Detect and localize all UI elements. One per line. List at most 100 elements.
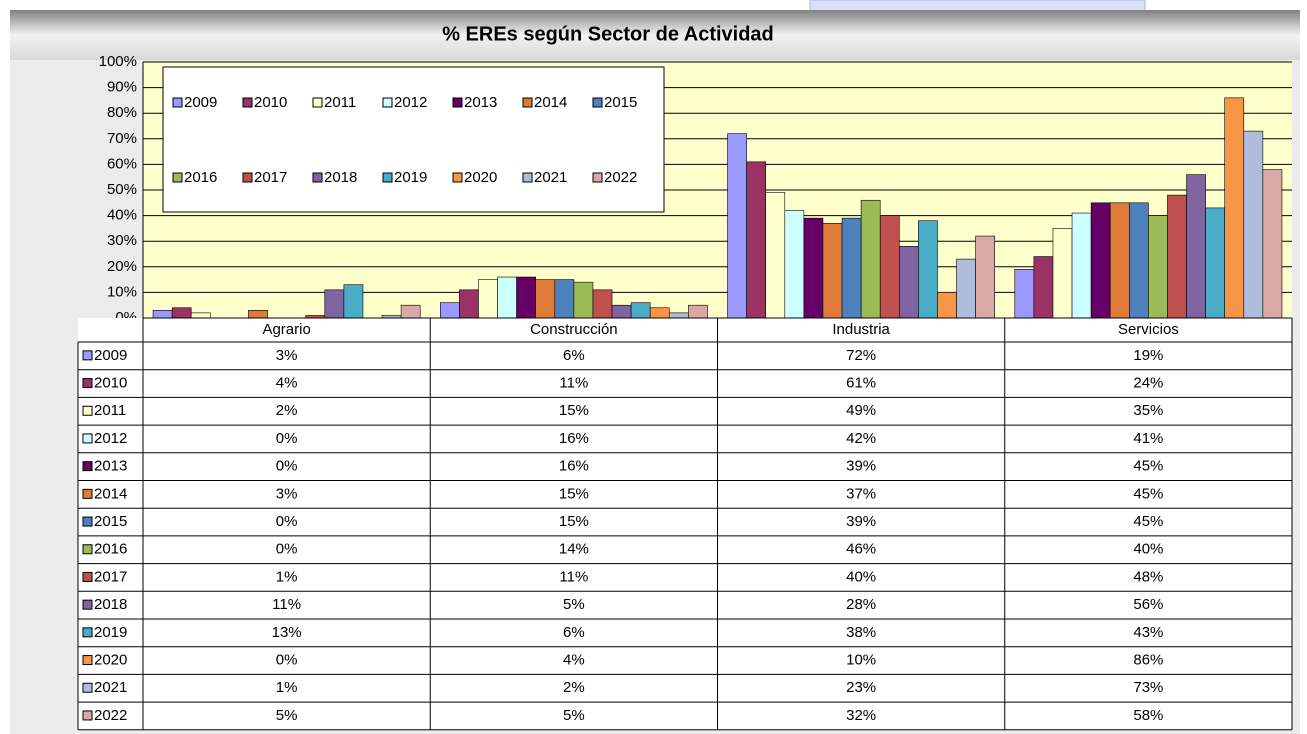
bar bbox=[343, 284, 364, 319]
bar bbox=[152, 310, 173, 319]
table-row-label: 2016 bbox=[94, 541, 127, 558]
bar bbox=[400, 304, 421, 319]
header-band bbox=[10, 10, 1300, 60]
bar bbox=[649, 307, 670, 319]
x-tick-label: Agrario bbox=[262, 321, 310, 338]
bar bbox=[841, 217, 862, 319]
x-tick-label: Construcción bbox=[530, 321, 618, 338]
bar bbox=[592, 289, 613, 319]
table-swatch bbox=[82, 433, 93, 444]
bar bbox=[1052, 228, 1073, 319]
table-swatch bbox=[82, 655, 93, 666]
legend-label: 2018 bbox=[324, 169, 357, 186]
bar bbox=[497, 276, 517, 319]
bar bbox=[668, 312, 689, 319]
bar bbox=[1167, 194, 1187, 319]
bar bbox=[554, 279, 575, 319]
table-cell: 58% bbox=[1133, 707, 1163, 724]
table-cell: 61% bbox=[846, 375, 876, 392]
table-cell: 37% bbox=[846, 485, 876, 502]
table-cell: 15% bbox=[559, 402, 589, 419]
table-cell: 19% bbox=[1133, 347, 1163, 364]
table-cell: 11% bbox=[272, 596, 301, 613]
y-tick-label: 30% bbox=[107, 232, 137, 249]
bar bbox=[1071, 212, 1092, 319]
bar bbox=[918, 220, 938, 319]
table-row-label: 2021 bbox=[94, 679, 127, 696]
bar bbox=[1186, 174, 1206, 319]
table-cell: 46% bbox=[846, 541, 876, 558]
table-cell: 10% bbox=[846, 652, 876, 669]
legend-label: 2012 bbox=[394, 94, 427, 111]
y-tick-label: 20% bbox=[107, 258, 137, 275]
table-cell: 73% bbox=[1133, 679, 1163, 696]
table-cell: 6% bbox=[563, 624, 585, 641]
bar bbox=[516, 276, 537, 319]
legend-swatch bbox=[312, 172, 323, 183]
bar bbox=[171, 307, 192, 319]
legend-label: 2009 bbox=[184, 94, 217, 111]
table-cell: 3% bbox=[276, 485, 298, 502]
bar bbox=[630, 302, 651, 319]
legend-label: 2013 bbox=[464, 94, 497, 111]
table-row-label: 2011 bbox=[94, 402, 126, 419]
bar bbox=[478, 279, 498, 319]
legend-label: 2014 bbox=[534, 94, 567, 111]
table-cell: 0% bbox=[276, 513, 298, 530]
table-row-label: 2018 bbox=[94, 596, 127, 613]
table-cell: 45% bbox=[1133, 485, 1163, 502]
table-cell: 5% bbox=[563, 596, 585, 613]
y-tick-label: 90% bbox=[107, 79, 137, 96]
table-cell: 45% bbox=[1133, 458, 1163, 475]
legend-label: 2011 bbox=[324, 94, 356, 111]
bar bbox=[324, 289, 345, 319]
table-cell: 13% bbox=[272, 624, 302, 641]
table-swatch bbox=[82, 682, 93, 693]
bar bbox=[688, 304, 708, 319]
table-cell: 2% bbox=[563, 679, 585, 696]
bar bbox=[879, 215, 900, 319]
bar bbox=[1090, 202, 1111, 319]
table-row-label: 2022 bbox=[94, 707, 127, 724]
bar bbox=[190, 312, 211, 319]
table-cell: 56% bbox=[1133, 596, 1163, 613]
table-cell: 1% bbox=[276, 679, 298, 696]
bar bbox=[727, 133, 747, 319]
table-cell: 3% bbox=[276, 347, 298, 364]
legend-label: 2010 bbox=[254, 94, 287, 111]
table-cell: 43% bbox=[1133, 624, 1163, 641]
table-swatch bbox=[82, 488, 93, 499]
bar bbox=[248, 310, 268, 319]
x-tick-label: Industria bbox=[832, 321, 890, 338]
bar bbox=[1109, 202, 1130, 319]
x-tick-label: Servicios bbox=[1118, 321, 1179, 338]
legend-label: 2015 bbox=[604, 94, 637, 111]
bar bbox=[1243, 130, 1264, 319]
legend-swatch bbox=[242, 97, 253, 108]
bar bbox=[822, 222, 843, 319]
table-swatch bbox=[82, 405, 93, 416]
table-row-label: 2010 bbox=[94, 375, 127, 392]
table-cell: 28% bbox=[846, 596, 876, 613]
table-cell: 40% bbox=[1133, 541, 1163, 558]
table-cell: 11% bbox=[559, 375, 588, 392]
y-tick-label: 50% bbox=[107, 181, 137, 198]
table-cell: 11% bbox=[559, 568, 588, 585]
legend-swatch bbox=[522, 97, 533, 108]
table-swatch bbox=[82, 627, 93, 638]
table-row-label: 2013 bbox=[94, 458, 127, 475]
table-cell: 39% bbox=[846, 458, 876, 475]
legend-box bbox=[162, 66, 665, 213]
table-cell: 42% bbox=[846, 430, 876, 447]
table-cell: 72% bbox=[846, 347, 876, 364]
table-cell: 48% bbox=[1133, 568, 1163, 585]
legend-label: 2020 bbox=[464, 169, 497, 186]
y-tick-label: 70% bbox=[107, 130, 137, 147]
table-cell: 45% bbox=[1133, 513, 1163, 530]
table-swatch bbox=[82, 350, 93, 361]
table-cell: 0% bbox=[276, 541, 298, 558]
legend-swatch bbox=[452, 172, 463, 183]
legend-swatch bbox=[452, 97, 463, 108]
legend-label: 2021 bbox=[534, 169, 567, 186]
